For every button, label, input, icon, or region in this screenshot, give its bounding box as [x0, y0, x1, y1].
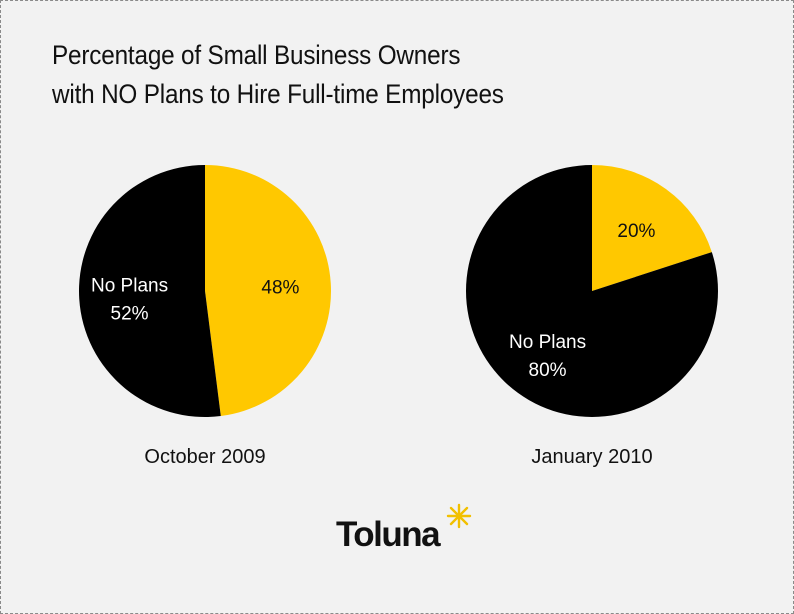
pie-caption: October 2009 — [144, 446, 265, 468]
slice-plans — [592, 165, 712, 291]
slice-value-label: 20% — [617, 221, 655, 242]
title-line-1: Percentage of Small Business Owners — [52, 40, 461, 70]
slice-plans — [205, 165, 332, 417]
pie-chart-2: 20% No Plans 80% January 2010 — [466, 165, 719, 468]
title-line-2: with NO Plans to Hire Full-time Employee… — [52, 79, 504, 109]
slice-value-label: 48% — [261, 277, 299, 298]
star-burst-icon — [446, 503, 472, 529]
logo-wordmark: Toluna — [336, 515, 441, 554]
slice-value-label: 52% — [111, 304, 149, 325]
pie-chart-1: 48% No Plans 52% October 2009 — [79, 165, 332, 468]
slice-no-plans — [466, 165, 719, 417]
toluna-logo: Toluna — [336, 503, 476, 563]
slice-label: No Plans — [509, 332, 586, 353]
slice-value-label: 80% — [529, 360, 567, 381]
slice-label: No Plans — [91, 276, 168, 297]
chart-title: Percentage of Small Business Owners with… — [52, 36, 504, 114]
slice-no-plans — [79, 165, 221, 417]
pie-caption: January 2010 — [531, 446, 652, 468]
